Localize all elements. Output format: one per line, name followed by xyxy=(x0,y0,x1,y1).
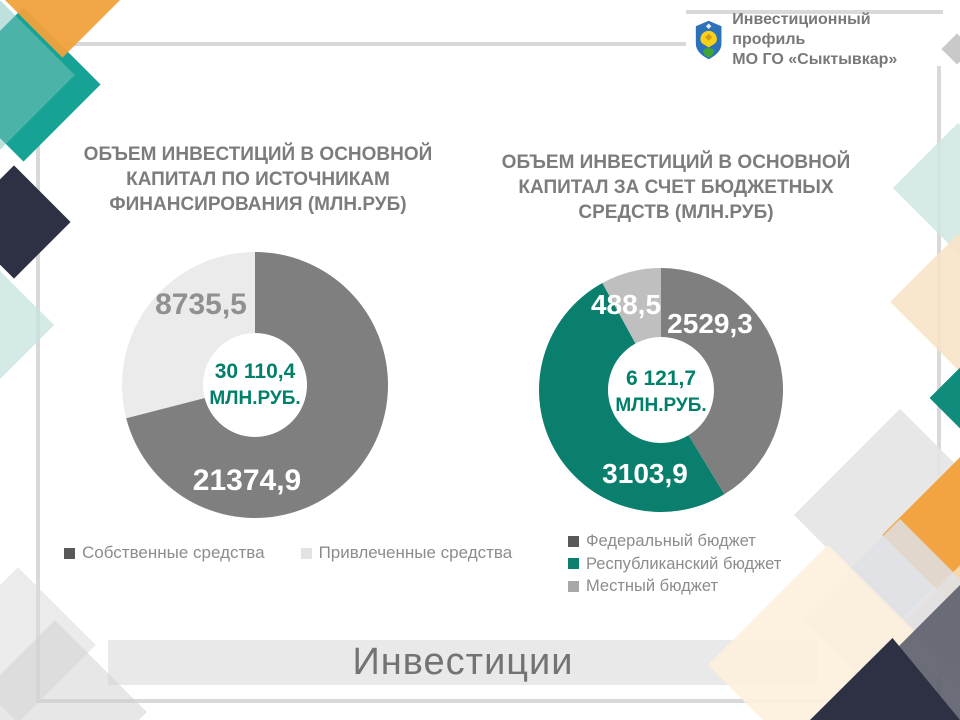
donut-chart-funding-sources xyxy=(122,252,388,518)
donut-center-total-left: 30 110,4 МЛН.РУБ. xyxy=(170,358,340,412)
total-value: 30 110,4 xyxy=(214,360,296,383)
donut-slice xyxy=(661,268,783,495)
legend-left: Собственные средства Привлеченные средст… xyxy=(64,543,512,563)
donut-chart-budget-funds xyxy=(539,268,783,512)
legend-marker-local-budget xyxy=(568,580,579,592)
legend-label: Привлеченные средства xyxy=(318,543,513,562)
header-org-line2: МО ГО «Сыктывкар» xyxy=(732,51,898,68)
slice-value-local-budget: 488,5 xyxy=(590,289,662,320)
donut-center-total-right: 6 121,7 МЛН.РУБ. xyxy=(576,365,746,419)
legend-marker-attracted-funds xyxy=(300,547,312,559)
slice-value-federal-budget: 2529,3 xyxy=(667,308,753,339)
legend-item-local-budget: Местный бюджет xyxy=(568,575,781,598)
donut-slice xyxy=(602,268,661,344)
slide-footer-bar: Инвестиции xyxy=(108,640,818,685)
donut-slice xyxy=(122,252,255,419)
header-org-line1: Инвестиционный профиль xyxy=(732,11,871,48)
slice-value-own-funds: 21374,9 xyxy=(192,464,302,497)
chart-title-left: ОБЪЕМ ИНВЕСТИЦИЙ В ОСНОВНОЙ КАПИТАЛ ПО И… xyxy=(83,144,433,215)
legend-label: Собственные средства xyxy=(82,543,265,562)
total-value: 6 121,7 xyxy=(625,367,697,390)
legend-item-own-funds: Собственные средства xyxy=(64,543,265,563)
donut-slice xyxy=(539,283,725,512)
slide-title: Инвестиции xyxy=(352,641,574,683)
decor-diamond-edge-marker xyxy=(941,33,960,65)
legend-label: Местный бюджет xyxy=(586,577,718,595)
header: Инвестиционный профиль МО ГО «Сыктывкар» xyxy=(686,10,943,68)
slice-value-attracted-funds: 8735,5 xyxy=(155,288,247,321)
legend-marker-own-funds xyxy=(64,547,75,559)
chart-title-right: ОБЪЕМ ИНВЕСТИЦИЙ В ОСНОВНОЙ КАПИТАЛ ЗА С… xyxy=(501,152,851,223)
legend-item-federal-budget: Федеральный бюджет xyxy=(568,530,781,553)
legend-right: Федеральный бюджет Республиканский бюдже… xyxy=(568,530,781,598)
total-unit: МЛН.РУБ. xyxy=(615,395,707,417)
coat-of-arms-icon xyxy=(695,20,722,60)
legend-marker-republican-budget xyxy=(568,558,579,570)
donut-slice xyxy=(126,252,388,518)
legend-item-attracted-funds: Привлеченные средства xyxy=(300,543,513,563)
legend-marker-federal-budget xyxy=(568,535,579,547)
legend-item-republican-budget: Республиканский бюджет xyxy=(568,553,781,576)
slice-value-republican-budget: 3103,9 xyxy=(602,458,688,489)
total-unit: МЛН.РУБ. xyxy=(209,388,301,410)
legend-label: Федеральный бюджет xyxy=(586,532,756,550)
legend-label: Республиканский бюджет xyxy=(586,554,782,573)
slide-frame-border xyxy=(36,42,941,703)
